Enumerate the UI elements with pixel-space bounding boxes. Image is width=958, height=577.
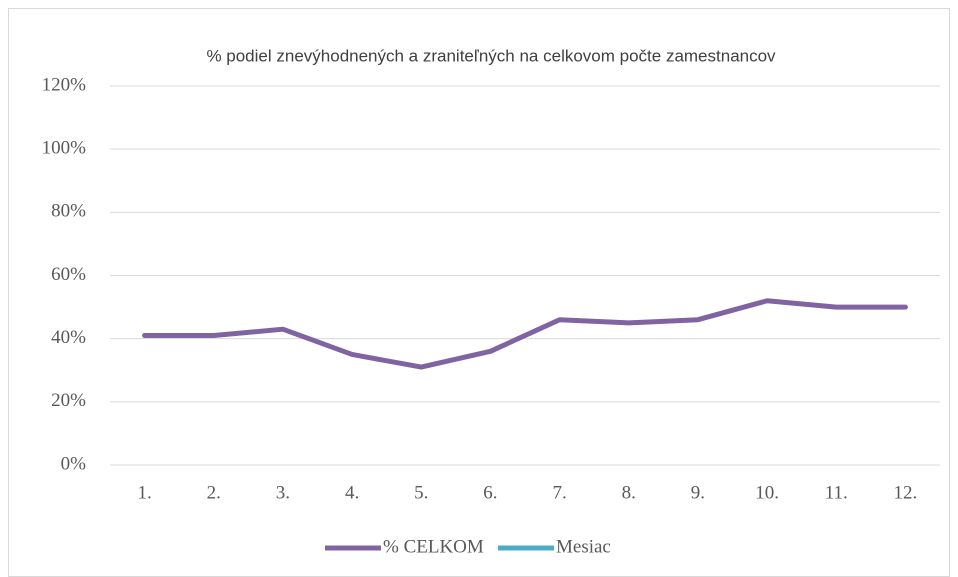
y-tick-label: 60% [51, 264, 86, 285]
x-tick-label: 6. [483, 482, 497, 503]
legend-label: Mesiac [556, 536, 611, 557]
series-line [142, 298, 908, 370]
x-tick-label: 5. [414, 482, 428, 503]
y-tick-label: 20% [51, 390, 86, 411]
x-tick-label: 4. [345, 482, 359, 503]
legend-label: % CELKOM [383, 536, 484, 557]
x-tick-label: 1. [137, 482, 151, 503]
x-tick-label: 11. [825, 482, 848, 503]
chart-title: % podiel znevýhodnených a zraniteľných n… [206, 46, 776, 65]
y-tick-label: 100% [42, 138, 87, 159]
x-tick-label: 8. [622, 482, 636, 503]
y-tick-label: 120% [42, 74, 87, 95]
x-tick-label: 10. [755, 482, 779, 503]
y-tick-label: 40% [51, 327, 86, 348]
x-tick-label: 9. [691, 482, 705, 503]
y-tick-label: 0% [61, 453, 87, 474]
x-tick-label: 12. [894, 482, 918, 503]
x-tick-label: 7. [552, 482, 566, 503]
x-tick-label: 3. [276, 482, 290, 503]
chart-border [8, 8, 950, 577]
x-tick-label: 2. [207, 482, 221, 503]
y-tick-label: 80% [51, 201, 86, 222]
